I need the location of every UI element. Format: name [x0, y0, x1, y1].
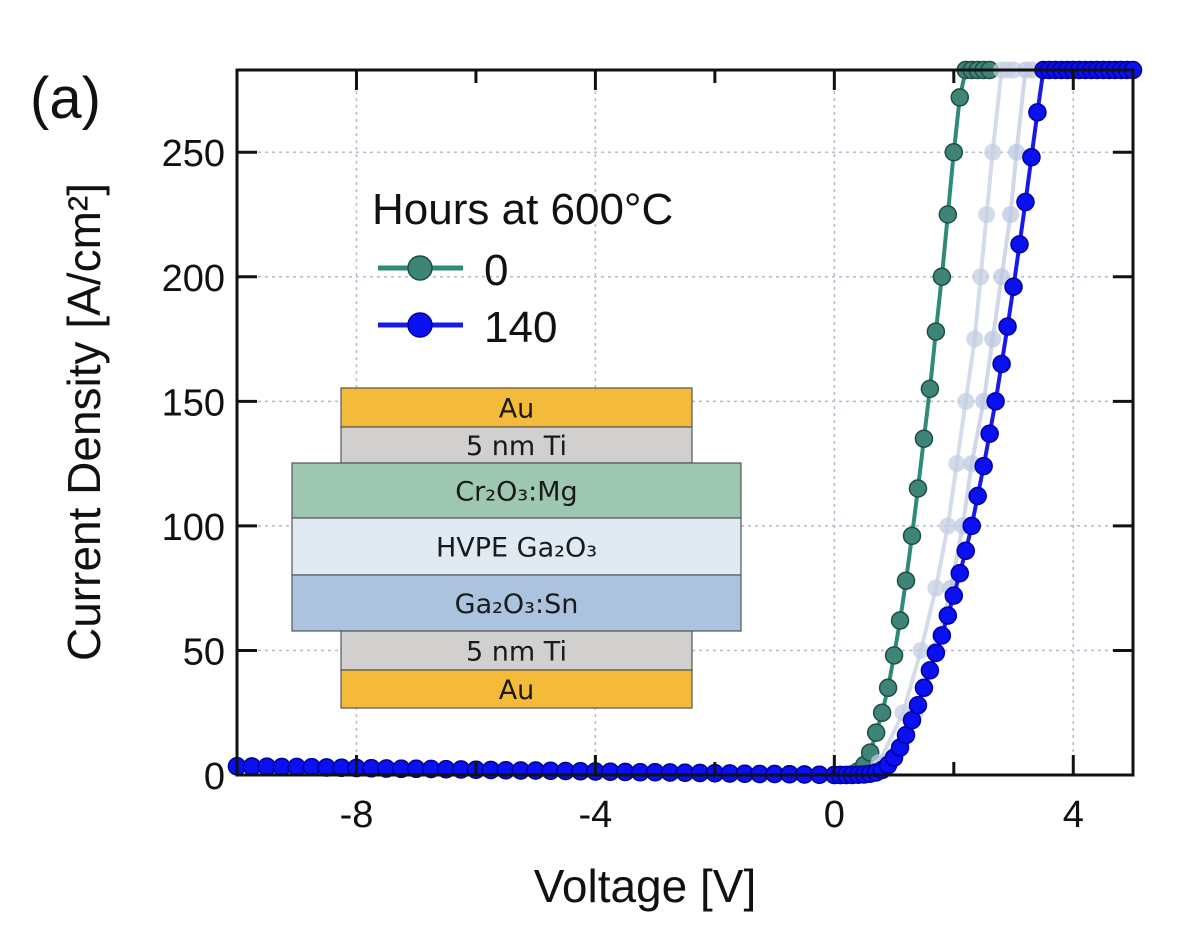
series-line	[883, 68, 1032, 764]
data-point	[974, 456, 993, 476]
data-point	[1008, 143, 1026, 161]
layer-3: HVPE Ga₂O₃	[291, 517, 742, 576]
axes: -8 -4 0 4 0 50 100 150 200 250	[162, 68, 1135, 836]
layer-rect	[291, 574, 742, 632]
layer-label: 5 nm Ti	[466, 431, 567, 462]
y-tick-label: 50	[183, 631, 225, 673]
data-point	[944, 142, 964, 162]
y-tick-label: 250	[162, 133, 225, 175]
data-point	[920, 661, 940, 680]
data-point	[938, 606, 958, 625]
data-point	[968, 486, 987, 506]
data-point	[932, 267, 952, 287]
data-point	[939, 517, 957, 535]
data-point	[1028, 103, 1047, 122]
plot-frame	[235, 68, 1135, 777]
series-intermediate-1	[870, 61, 1023, 772]
layer-0: Au	[340, 387, 693, 428]
data-point	[992, 354, 1011, 374]
data-point	[1004, 277, 1023, 296]
data-point	[902, 526, 922, 546]
data-point	[908, 479, 928, 498]
data-point	[914, 429, 934, 448]
data-point	[978, 205, 996, 223]
legend-title: Hours at 600°C	[372, 185, 673, 234]
layer-rect	[291, 462, 742, 519]
data-point	[950, 563, 970, 583]
data-point	[986, 392, 1005, 411]
data-point	[927, 579, 945, 597]
data-point	[926, 643, 946, 663]
legend-entry-0: 0	[378, 246, 508, 295]
data-point	[956, 541, 975, 561]
x-axis-label: Voltage [V]	[534, 860, 757, 912]
data-point	[896, 571, 916, 590]
layer-1: 5 nm Ti	[340, 426, 693, 464]
layer-5: 5 nm Ti	[340, 630, 693, 671]
data-point	[912, 641, 930, 659]
data-point	[878, 678, 898, 698]
data-point	[866, 723, 886, 742]
layer-label: 5 nm Ti	[466, 637, 567, 668]
y-tick-label: 150	[162, 382, 225, 424]
legend-marker	[407, 255, 433, 281]
layer-label: Cr₂O₃:Mg	[455, 477, 577, 508]
x-tick-label: -8	[340, 794, 374, 836]
data-point	[984, 143, 1002, 161]
x-tick-label: 4	[1063, 794, 1084, 836]
data-point	[884, 646, 904, 665]
data-point	[1016, 192, 1035, 212]
layer-label: Ga₂O₃:Sn	[455, 589, 579, 620]
legend: Hours at 600°C 0 140	[372, 185, 673, 352]
data-point	[972, 268, 990, 286]
layer-rect	[340, 669, 693, 709]
layer-2: Cr₂O₃:Mg	[291, 462, 742, 519]
x-tick-label: -4	[579, 794, 613, 836]
data-point	[980, 424, 999, 443]
data-point	[932, 626, 952, 645]
layer-label: HVPE Ga₂O₃	[436, 533, 597, 564]
data-point	[962, 516, 981, 536]
data-point	[966, 330, 984, 348]
data-point	[872, 703, 892, 722]
device-stack-inset: Au 5 nm Ti Cr₂O₃:Mg HVPE Ga₂O₃ Ga₂O₃:Sn 5 nm …	[291, 387, 742, 709]
data-point	[984, 330, 1002, 348]
data-point	[890, 611, 910, 630]
y-axis-label: Current Density [A/cm²]	[58, 183, 110, 661]
y-tick-label: 100	[162, 507, 225, 549]
legend-label: 140	[484, 303, 557, 352]
data-point	[944, 586, 964, 605]
y-tick-label: 0	[204, 756, 225, 798]
data-point	[920, 379, 940, 399]
data-point	[926, 322, 946, 341]
layer-rect	[340, 426, 693, 464]
layer-rect	[340, 630, 693, 671]
legend-marker	[407, 312, 433, 338]
legend-entry-140: 140	[378, 303, 557, 352]
legend-label: 0	[484, 246, 508, 295]
y-tick-label: 200	[162, 258, 225, 300]
layer-4: Ga₂O₃:Sn	[291, 574, 742, 632]
panel-label: (a)	[30, 66, 101, 131]
x-tick-label: 0	[824, 794, 845, 836]
series-intermediate-2	[876, 61, 1040, 772]
layer-label: Au	[499, 675, 535, 706]
data-point	[998, 317, 1017, 336]
data-point	[938, 205, 958, 224]
data-point	[1022, 147, 1041, 167]
data-point	[908, 695, 928, 715]
data-point	[1010, 235, 1029, 254]
data-point	[993, 268, 1011, 286]
layer-label: Au	[499, 394, 535, 425]
data-point	[957, 392, 975, 410]
layer-rect	[291, 517, 742, 576]
data-point	[914, 678, 934, 698]
data-point	[950, 88, 970, 107]
series-line	[877, 68, 1014, 764]
data-point	[1002, 205, 1020, 223]
layer-6: Au	[340, 669, 693, 709]
data-point	[948, 455, 966, 473]
